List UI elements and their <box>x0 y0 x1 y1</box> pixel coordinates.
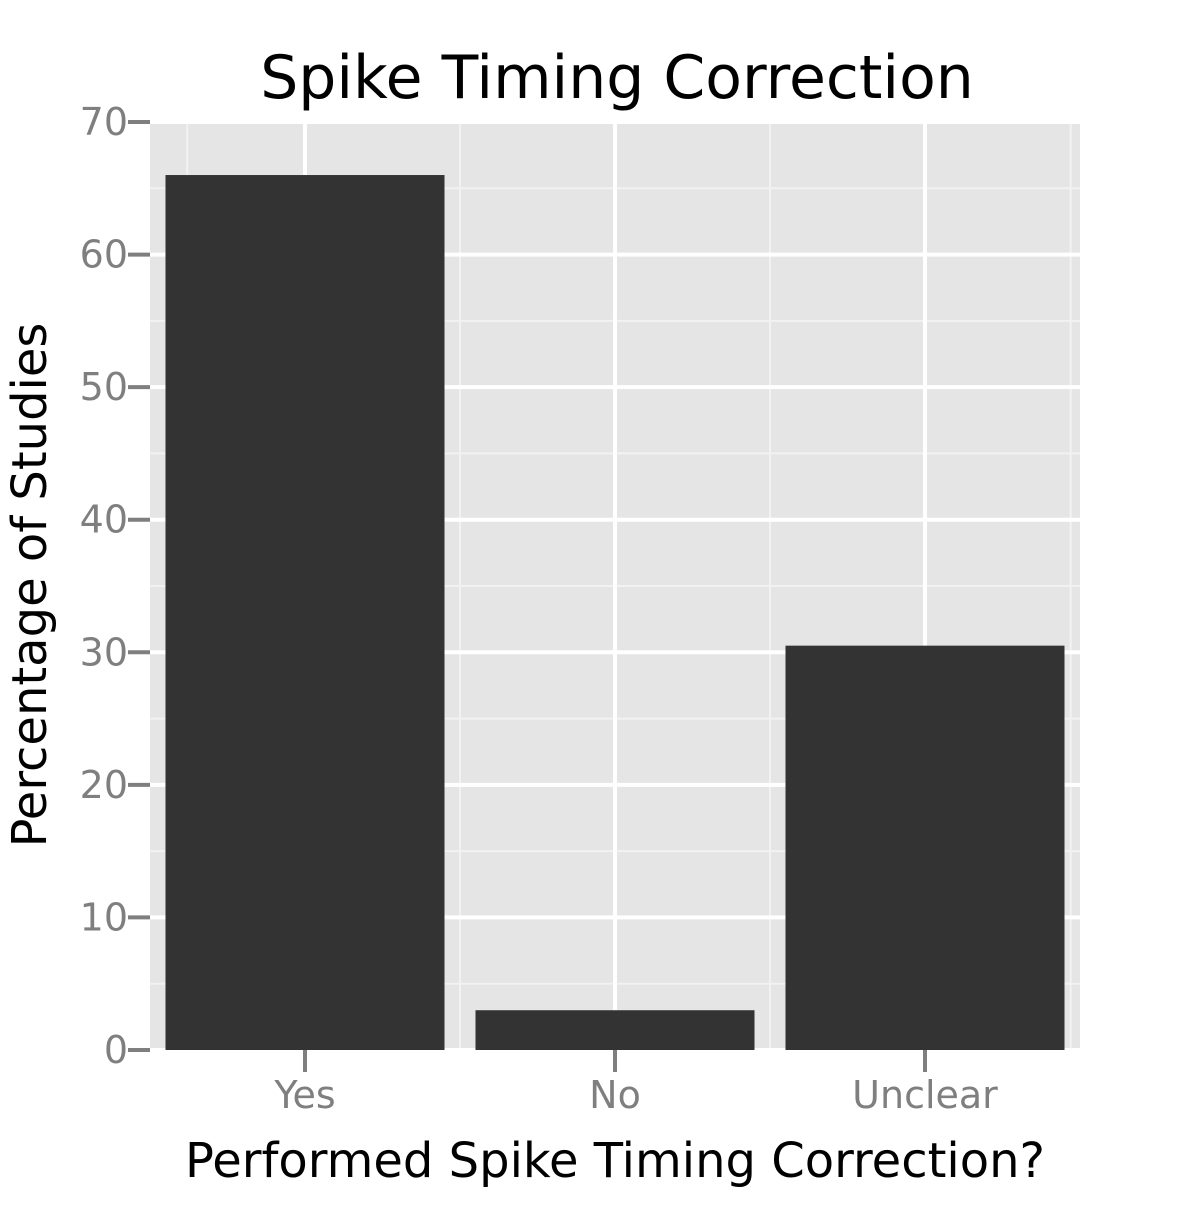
bar-yes <box>165 175 445 1050</box>
y-tick-label: 70 <box>80 100 128 144</box>
x-tick-label: No <box>589 1073 641 1117</box>
y-axis-title: Percentage of Studies <box>2 323 58 848</box>
y-tick-label: 10 <box>80 895 128 939</box>
x-axis-title: Performed Spike Timing Correction? <box>185 1133 1045 1189</box>
y-axis: 0 10 20 30 40 50 60 70 <box>80 100 150 1072</box>
bar-unclear <box>785 645 1065 1050</box>
x-tick-label: Unclear <box>852 1073 998 1117</box>
y-tick-label: 40 <box>80 498 128 542</box>
y-tick-label: 60 <box>80 233 128 277</box>
y-tick-label: 0 <box>104 1028 128 1072</box>
chart-title: Spike Timing Correction <box>260 43 974 113</box>
y-tick-label: 20 <box>80 763 128 807</box>
y-tick-label: 50 <box>80 365 128 409</box>
x-tick-label: Yes <box>273 1073 335 1117</box>
y-tick-label: 30 <box>80 630 128 674</box>
bar-no <box>475 1010 755 1050</box>
x-axis: Yes No Unclear <box>273 1050 998 1117</box>
bars <box>165 175 1065 1050</box>
